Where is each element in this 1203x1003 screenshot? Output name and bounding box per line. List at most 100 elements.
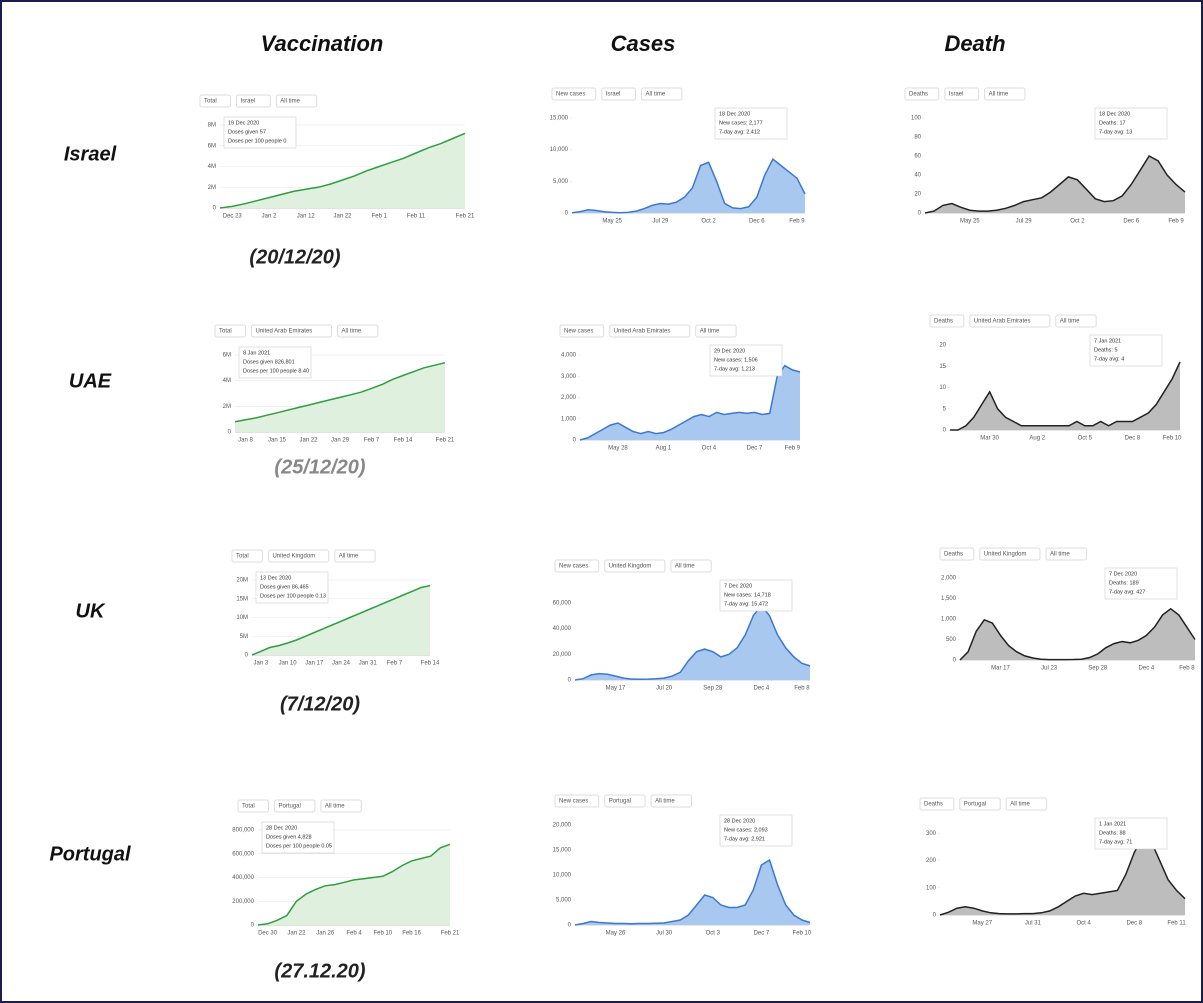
tooltip-line: Doses per 100 people 8.40 (243, 368, 309, 374)
control-label: Total (219, 329, 232, 335)
y-tick-label: 300 (926, 831, 937, 837)
page: VaccinationCasesDeathIsrael(20/12/20)UAE… (0, 0, 1203, 1003)
frame (1, 1, 1202, 1002)
x-tick-label: Feb 4 (346, 931, 362, 937)
x-tick-label: Feb 1 (372, 214, 388, 220)
tooltip-line: 7-day avg: 1,213 (714, 366, 755, 372)
y-tick-label: 10 (939, 385, 946, 391)
x-tick-label: Feb 21 (441, 931, 460, 937)
y-tick-label: 15 (939, 364, 946, 370)
y-tick-label: 200,000 (232, 899, 254, 905)
control-label: Total (236, 554, 249, 560)
y-tick-label: 10,000 (553, 873, 572, 879)
x-tick-label: Feb 9 (1168, 219, 1184, 225)
tooltip-line: New cases: 2,177 (719, 120, 763, 126)
x-tick-label: Feb 14 (394, 438, 413, 444)
control-label: United Kingdom (273, 554, 316, 560)
row-label: UAE (69, 370, 112, 392)
y-tick-label: 15,000 (553, 848, 572, 854)
tooltip-line: 19 Dec 2020 (228, 120, 259, 126)
x-tick-label: May 25 (960, 219, 980, 225)
x-tick-label: Jan 8 (238, 438, 253, 444)
tooltip-line: 7-day avg: 4 (1094, 356, 1124, 362)
x-tick-label: Jan 12 (297, 214, 316, 220)
control-label: All time (675, 564, 695, 570)
control-label: Deaths (944, 552, 963, 558)
control-label: United Arab Emirates (974, 319, 1031, 325)
tooltip-line: Doses given 57 (228, 129, 266, 135)
x-tick-label: Oct 4 (1076, 921, 1091, 927)
x-tick-label: Jul 31 (1025, 921, 1042, 927)
tooltip-line: 1 Jan 2021 (1099, 821, 1126, 827)
y-tick-label: 20,000 (553, 652, 572, 658)
x-tick-label: Feb 14 (421, 661, 440, 667)
x-tick-label: Feb 10 (373, 931, 392, 937)
tooltip-line: Doses per 100 people 0 (228, 138, 286, 144)
tooltip-line: Doses per 100 people 0.13 (260, 593, 326, 599)
y-tick-label: 60 (914, 154, 921, 160)
y-tick-label: 1,500 (941, 596, 957, 602)
tooltip-line: Deaths: 189 (1109, 580, 1139, 586)
x-tick-label: Feb 21 (436, 438, 455, 444)
control-label: Portugal (279, 804, 301, 810)
y-tick-label: 4,000 (561, 353, 577, 359)
control-label: New cases (556, 92, 585, 98)
y-tick-label: 1,000 (561, 416, 577, 422)
tooltip-line: Deaths: 88 (1099, 830, 1126, 836)
x-tick-label: Feb 9 (785, 446, 801, 452)
tooltip-line: 7 Dec 2020 (724, 583, 752, 589)
x-tick-label: Oct 5 (1078, 436, 1093, 442)
x-tick-label: Jul 30 (656, 931, 673, 937)
x-tick-label: Jan 31 (359, 661, 378, 667)
x-tick-label: Dec 7 (747, 446, 763, 452)
control-label: Israel (241, 99, 256, 105)
row-label: Israel (64, 143, 117, 165)
tooltip-line: Deaths: 5 (1094, 347, 1118, 353)
tooltip-line: New cases: 14,718 (724, 592, 771, 598)
column-header: Cases (611, 31, 676, 56)
x-tick-label: Dec 8 (1125, 436, 1141, 442)
y-tick-label: 2M (208, 185, 216, 191)
x-tick-label: Dec 7 (754, 931, 770, 937)
x-tick-label: Dec 30 (258, 931, 278, 937)
tooltip-line: 7 Dec 2020 (1109, 571, 1137, 577)
x-tick-label: May 28 (608, 446, 628, 452)
x-tick-label: Jan 22 (287, 931, 306, 937)
x-tick-label: Jul 29 (652, 219, 669, 225)
y-tick-label: 40,000 (553, 626, 572, 632)
y-tick-label: 4M (208, 164, 216, 170)
control-label: All time (646, 92, 666, 98)
control-label: All time (325, 804, 345, 810)
row-date: (7/12/20) (280, 693, 360, 715)
x-tick-label: Feb 10 (793, 931, 812, 937)
tooltip-line: 7-day avg: 427 (1109, 589, 1145, 595)
tooltip-line: 7 Jan 2021 (1094, 338, 1121, 344)
x-tick-label: Jul 23 (1041, 666, 1058, 672)
control-label: All time (1060, 319, 1080, 325)
control-label: New cases (564, 329, 593, 335)
y-tick-label: 10,000 (550, 147, 569, 153)
y-tick-label: 200 (926, 858, 937, 864)
tooltip-line: Doses per 100 people 0.05 (266, 843, 332, 849)
y-tick-label: 20 (939, 343, 946, 349)
control-label: All time (342, 329, 362, 335)
x-tick-label: Mar 30 (980, 436, 999, 442)
control-label: Portugal (964, 802, 986, 808)
control-label: All time (1010, 802, 1030, 808)
tooltip-line: New cases: 1,506 (714, 357, 758, 363)
x-tick-label: Feb 7 (364, 438, 380, 444)
x-tick-label: Feb 11 (1167, 921, 1186, 927)
y-tick-label: 100 (926, 885, 937, 891)
x-tick-label: Dec 4 (1139, 666, 1155, 672)
x-tick-label: Jan 29 (331, 438, 350, 444)
y-tick-label: 5,000 (553, 179, 569, 185)
tooltip-line: 18 Dec 2020 (1099, 111, 1130, 117)
y-tick-label: 40 (914, 173, 921, 179)
x-tick-label: May 26 (606, 931, 626, 937)
y-tick-label: 2,000 (561, 395, 577, 401)
y-tick-label: 500 (946, 637, 957, 643)
y-tick-label: 80 (914, 135, 921, 141)
row-date: (27.12.20) (274, 960, 366, 982)
y-tick-label: 6M (208, 143, 216, 149)
x-tick-label: Dec 8 (1126, 921, 1142, 927)
